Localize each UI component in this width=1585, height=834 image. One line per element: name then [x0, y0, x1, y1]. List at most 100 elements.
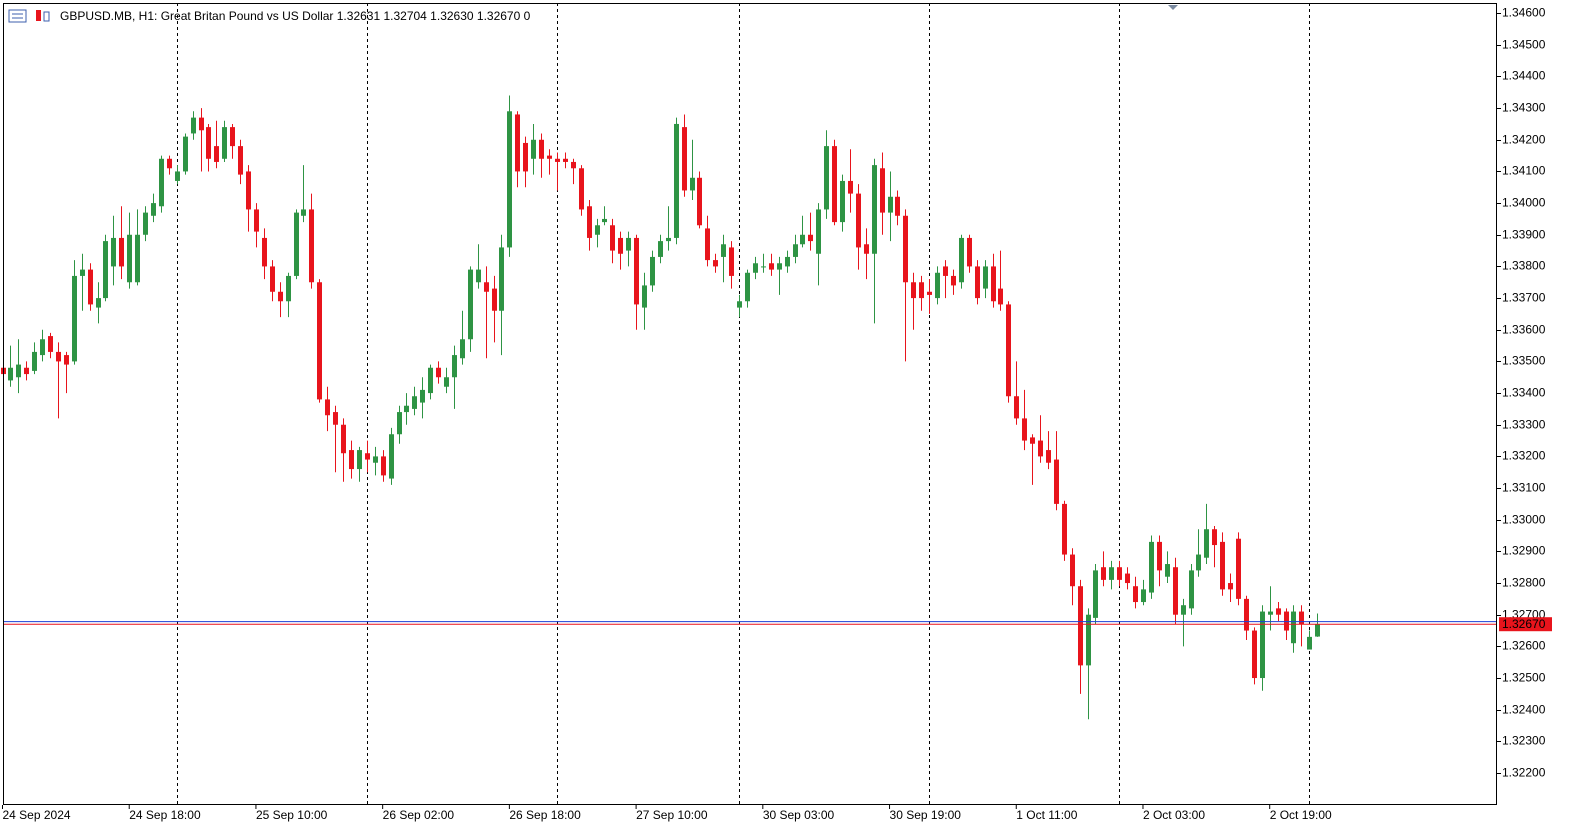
candle-body — [547, 155, 552, 159]
candle-body — [1173, 567, 1178, 615]
y-tick-label: 1.32500 — [1502, 671, 1546, 685]
candle-body — [816, 209, 821, 254]
y-tick-label: 1.32600 — [1502, 639, 1546, 653]
candle-body — [697, 177, 702, 226]
y-tick-label: 1.34500 — [1502, 38, 1546, 52]
candle-body — [713, 260, 718, 267]
candle-body — [674, 123, 679, 238]
candle-body — [1046, 450, 1051, 463]
candle-body — [1014, 396, 1019, 419]
candle-body — [927, 291, 932, 295]
candle-body — [40, 339, 45, 356]
x-tick-label: 26 Sep 02:00 — [383, 808, 455, 822]
candle-body — [682, 127, 687, 191]
candle-body — [373, 456, 378, 463]
candle-body — [1268, 611, 1273, 615]
candle-body — [1204, 529, 1209, 558]
candle-body — [579, 168, 584, 210]
candle-body — [1006, 304, 1011, 397]
candle-body — [1062, 503, 1067, 555]
candle-body — [1125, 573, 1130, 584]
candle-body — [690, 177, 695, 191]
candle-body — [983, 266, 988, 289]
candle-body — [872, 165, 877, 254]
candle-body — [230, 127, 235, 147]
candle-body — [492, 288, 497, 311]
y-tick-label: 1.33600 — [1502, 323, 1546, 337]
candle-body — [183, 136, 188, 172]
y-tick-label: 1.34000 — [1502, 196, 1546, 210]
candle-body — [610, 225, 615, 251]
candle-body — [96, 298, 101, 308]
plot-area — [1, 3, 1497, 805]
y-tick-label: 1.32900 — [1502, 544, 1546, 558]
icon-candle — [36, 10, 41, 21]
candle-body — [278, 291, 283, 302]
candle-body — [848, 180, 853, 194]
candle-body — [191, 117, 196, 134]
x-tick-label: 2 Oct 03:00 — [1143, 808, 1205, 822]
candle-body — [317, 282, 322, 400]
x-tick-label: 25 Sep 10:00 — [256, 808, 328, 822]
candle-body — [389, 434, 394, 479]
candle-body — [214, 146, 219, 162]
candle-body — [1038, 440, 1043, 457]
candle-body — [1220, 541, 1225, 590]
y-tick-label: 1.34400 — [1502, 69, 1546, 83]
candle-body — [737, 301, 742, 308]
candle-body — [159, 158, 164, 207]
icon-candle — [43, 11, 50, 22]
candle-body — [935, 272, 940, 299]
candle-body — [484, 282, 489, 292]
candle-body — [309, 209, 314, 283]
candle-body — [301, 209, 306, 216]
candle-body — [238, 146, 243, 175]
candle-body — [563, 158, 568, 162]
y-tick-label: 1.33300 — [1502, 418, 1546, 432]
y-tick-label: 1.33000 — [1502, 513, 1546, 527]
x-tick-label: 24 Sep 18:00 — [129, 808, 201, 822]
y-tick-label: 1.34100 — [1502, 164, 1546, 178]
candle-body — [745, 272, 750, 302]
candle-body — [88, 269, 93, 305]
candle-body — [270, 266, 275, 292]
candle-body — [856, 193, 861, 248]
candle-body — [365, 453, 370, 460]
y-tick-label: 1.33900 — [1502, 228, 1546, 242]
y-tick-label: 1.34200 — [1502, 133, 1546, 147]
candle-body — [1030, 437, 1035, 444]
candle-body — [246, 171, 251, 210]
candle-body — [206, 127, 211, 159]
candle-body — [357, 450, 362, 470]
candle-body — [785, 256, 790, 267]
candle-body — [507, 111, 512, 248]
candle-body — [119, 237, 124, 267]
candle-body — [658, 241, 663, 257]
candle-body — [1086, 614, 1091, 666]
candle-body — [151, 203, 156, 216]
y-tick-label: 1.33100 — [1502, 481, 1546, 495]
candle-body — [80, 269, 85, 276]
candle-body — [499, 247, 504, 311]
candle-body — [919, 282, 924, 299]
y-tick-label: 1.33400 — [1502, 386, 1546, 400]
y-tick-label: 1.33200 — [1502, 449, 1546, 463]
candle-body — [1307, 636, 1312, 650]
candle-body — [412, 396, 417, 409]
candle-body — [1109, 567, 1114, 580]
candle-body — [769, 263, 774, 270]
x-tick-label: 1 Oct 11:00 — [1016, 808, 1077, 822]
candle-body — [666, 237, 671, 242]
candle-body — [998, 288, 1003, 305]
candle-body — [539, 139, 544, 159]
candle-body — [880, 168, 885, 213]
candle-body — [840, 180, 845, 223]
candle-body — [32, 351, 37, 371]
candle-body — [294, 212, 299, 276]
candle-body — [777, 263, 782, 270]
candle-body — [48, 336, 53, 352]
y-tick-label: 1.32200 — [1502, 766, 1546, 780]
